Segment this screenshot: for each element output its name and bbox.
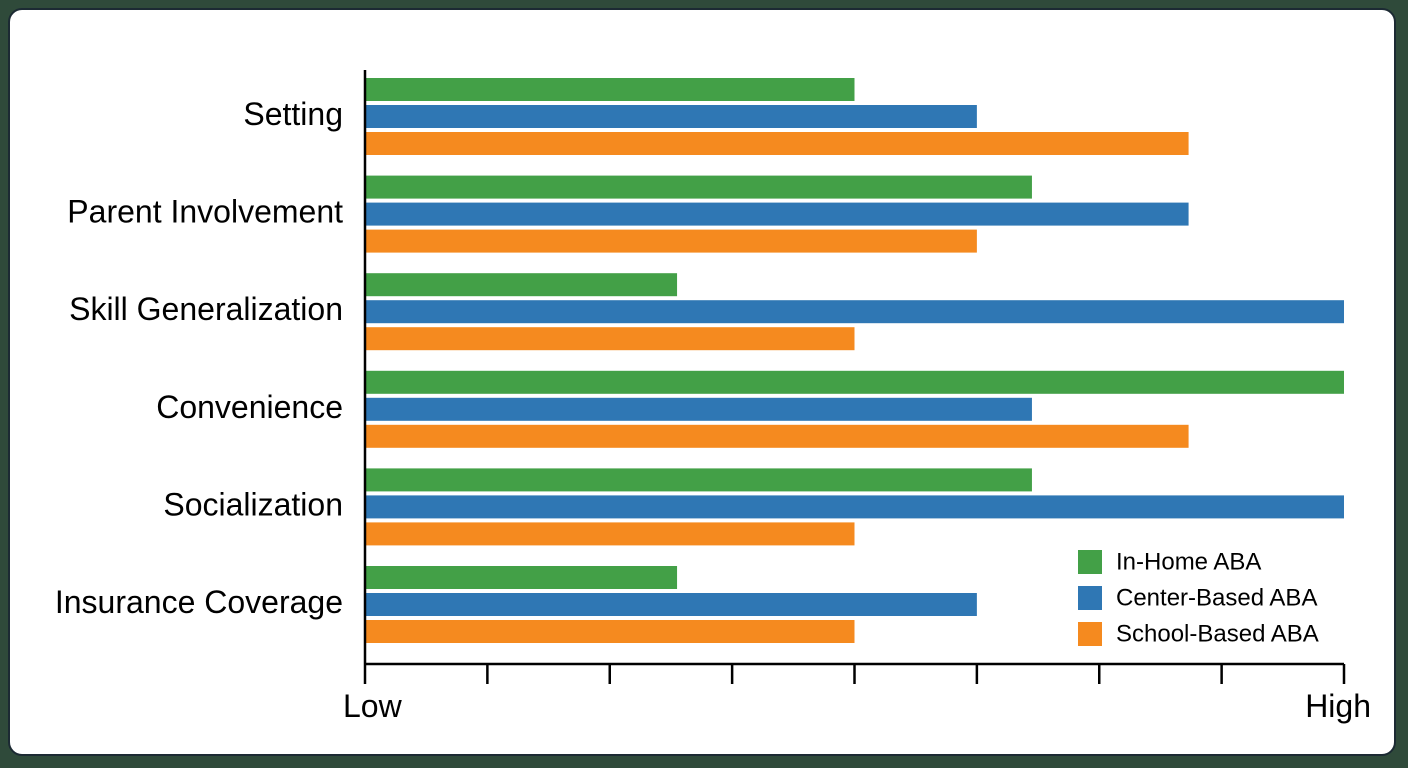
bar-convenience-school-based-aba	[365, 424, 1189, 448]
bar-convenience-in-home-aba	[365, 370, 1344, 394]
x-axis-label-high: High	[1305, 688, 1371, 724]
bar-setting-in-home-aba	[365, 78, 855, 101]
bar-parent-involvement-center-based-aba	[365, 202, 1189, 226]
category-labels-group: Setting Parent Involvement Skill Generaliz…	[55, 96, 343, 620]
legend-swatch-in-home-aba	[1078, 550, 1102, 574]
legend-label-school-based-aba: School-Based ABA	[1116, 620, 1319, 647]
axes-group	[363, 70, 1346, 684]
chart-card: Setting Parent Involvement Skill Generaliz…	[8, 8, 1396, 756]
x-axis-labels-group: Low High	[343, 688, 1371, 724]
bar-chart: Setting Parent Involvement Skill Generaliz…	[55, 70, 1371, 724]
bar-setting-center-based-aba	[365, 105, 977, 128]
category-label-convenience: Convenience	[156, 389, 343, 425]
bar-skill-generalization-school-based-aba	[365, 327, 855, 351]
bar-skill-generalization-in-home-aba	[365, 273, 678, 297]
legend-label-in-home-aba: In-Home ABA	[1116, 548, 1261, 575]
bars-group	[365, 78, 1344, 643]
category-label-insurance-coverage: Insurance Coverage	[55, 584, 343, 620]
bar-parent-involvement-in-home-aba	[365, 175, 1032, 199]
legend-swatch-school-based-aba	[1078, 622, 1102, 646]
bar-parent-involvement-school-based-aba	[365, 229, 977, 253]
bar-skill-generalization-center-based-aba	[365, 300, 1344, 324]
category-label-parent-involvement: Parent Involvement	[67, 194, 343, 230]
category-label-socialization: Socialization	[163, 486, 343, 522]
legend: In-Home ABA Center-Based ABA School-Based …	[1078, 548, 1319, 647]
legend-label-center-based-aba: Center-Based ABA	[1116, 584, 1317, 611]
x-axis-label-low: Low	[343, 688, 403, 724]
category-label-skill-generalization: Skill Generalization	[69, 291, 343, 327]
bar-insurance-coverage-center-based-aba	[365, 593, 977, 616]
bar-socialization-in-home-aba	[365, 468, 1032, 492]
bar-insurance-coverage-school-based-aba	[365, 620, 855, 643]
bar-insurance-coverage-in-home-aba	[365, 566, 678, 589]
bar-socialization-school-based-aba	[365, 522, 855, 546]
category-label-setting: Setting	[243, 96, 343, 132]
bar-convenience-center-based-aba	[365, 397, 1032, 421]
bar-setting-school-based-aba	[365, 132, 1189, 155]
legend-swatch-center-based-aba	[1078, 586, 1102, 610]
bar-socialization-center-based-aba	[365, 495, 1344, 519]
